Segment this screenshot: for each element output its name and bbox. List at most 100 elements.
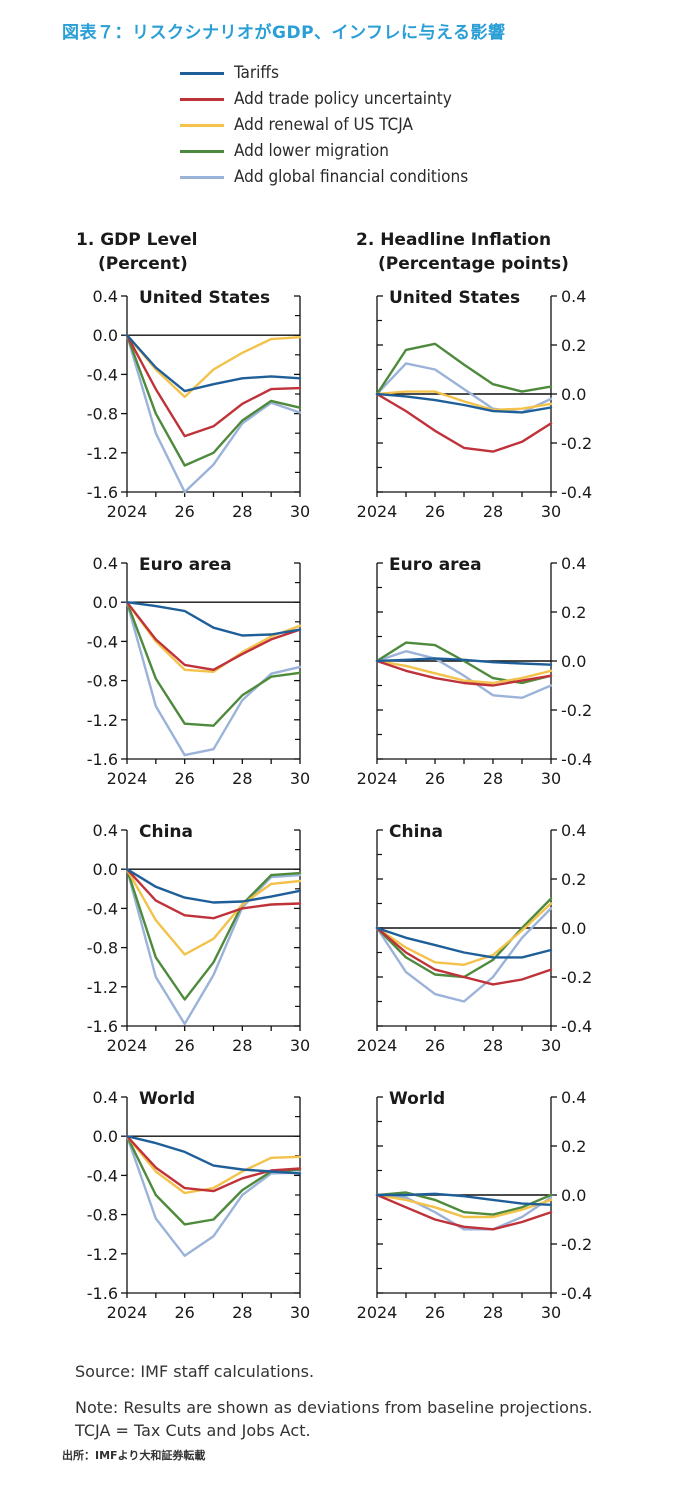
legend-item-migration: Add lower migration [180, 138, 468, 164]
legend-swatch [180, 149, 224, 153]
legend-item-trade-policy: Add trade policy uncertainty [180, 86, 468, 112]
x-tick-label: 2024 [357, 502, 398, 521]
x-tick-label: 28 [483, 1036, 503, 1055]
legend-label: Add renewal of US TCJA [234, 115, 413, 135]
series-line [375, 907, 553, 1003]
legend-swatch [180, 123, 224, 127]
legend-item-tcja: Add renewal of US TCJA [180, 112, 468, 138]
y-tick-label: 0.0 [93, 1127, 118, 1146]
series-line [375, 390, 553, 412]
x-tick-label: 30 [541, 502, 561, 521]
y-tick-label: -0.2 [561, 1235, 592, 1254]
series-line [125, 334, 302, 399]
y-tick-label: 0.0 [561, 385, 586, 404]
x-tick-label: 28 [232, 1303, 252, 1322]
legend-item-financial: Add global financial conditions [180, 164, 468, 190]
y-tick-label: -0.8 [87, 672, 118, 691]
legend-swatch [180, 97, 224, 101]
series-line [125, 601, 302, 671]
y-tick-label: -0.2 [561, 701, 592, 720]
x-tick-label: 26 [425, 769, 445, 788]
x-tick-label: 2024 [107, 769, 148, 788]
column-header-inflation: 2. Headline Inflation (Percentage points… [356, 228, 569, 276]
y-tick-label: 0.2 [561, 603, 586, 622]
column-header-gdp: 1. GDP Level (Percent) [76, 228, 197, 276]
series-line [125, 868, 302, 920]
x-tick-label: 30 [290, 1303, 310, 1322]
column-unit: (Percent) [98, 254, 188, 274]
y-tick-label: 0.4 [93, 287, 118, 306]
y-tick-label: 0.0 [93, 326, 118, 345]
x-tick-label: 2024 [107, 502, 148, 521]
source-note: Source: IMF staff calculations. [75, 1362, 315, 1381]
y-tick-label: -0.2 [561, 434, 592, 453]
y-tick-label: 0.2 [561, 870, 586, 889]
series-line [375, 657, 553, 666]
series-line [375, 926, 553, 986]
x-tick-label: 26 [425, 1036, 445, 1055]
y-tick-label: -1.6 [87, 483, 118, 502]
series-line [375, 392, 553, 453]
series-line [375, 1193, 553, 1231]
y-tick-label: -0.4 [87, 365, 118, 384]
y-tick-label: -0.8 [87, 1206, 118, 1225]
series-line [375, 650, 553, 699]
panel-region-label: China [389, 822, 443, 842]
x-tick-label: 26 [174, 1036, 194, 1055]
legend-swatch [180, 71, 224, 75]
x-tick-label: 28 [232, 1036, 252, 1055]
series-line [125, 1134, 302, 1175]
y-tick-label: 0.2 [561, 1137, 586, 1156]
x-tick-label: 26 [425, 502, 445, 521]
y-tick-label: -0.4 [87, 899, 118, 918]
x-tick-label: 30 [290, 502, 310, 521]
y-tick-label: -1.6 [87, 1017, 118, 1036]
x-tick-label: 30 [290, 1036, 310, 1055]
y-tick-label: 0.4 [561, 1088, 586, 1107]
panel-region-label: United States [139, 288, 270, 308]
y-tick-label: 0.2 [561, 336, 586, 355]
series-line [375, 392, 553, 414]
y-tick-label: 0.0 [561, 1186, 586, 1205]
jp-source-note: 出所：IMFより大和証券転載 [62, 1449, 206, 1462]
x-tick-label: 30 [541, 1036, 561, 1055]
legend-item-tariffs: Tariffs [180, 60, 468, 86]
series-line [375, 342, 553, 396]
y-tick-label: 0.0 [93, 860, 118, 879]
series-line [375, 659, 553, 687]
x-tick-label: 2024 [357, 1036, 398, 1055]
x-tick-label: 26 [174, 1303, 194, 1322]
panel-region-label: World [389, 1089, 445, 1109]
y-tick-label: 0.4 [93, 554, 118, 573]
x-tick-label: 26 [425, 1303, 445, 1322]
y-tick-label: 0.0 [93, 593, 118, 612]
y-tick-label: -0.8 [87, 405, 118, 424]
series-line [125, 601, 302, 757]
legend: Tariffs Add trade policy uncertainty Add… [180, 60, 468, 190]
series-line [125, 334, 302, 494]
y-tick-label: 0.4 [93, 1088, 118, 1107]
series-line [125, 1134, 302, 1193]
y-tick-label: -0.4 [561, 750, 592, 769]
y-tick-label: -0.4 [87, 632, 118, 651]
column-unit: (Percentage points) [378, 254, 569, 274]
panel-region-label: Euro area [139, 555, 232, 575]
figure-title: 図表７：リスクシナリオがGDP、インフレに与える影響 [62, 23, 506, 43]
series-line [375, 1193, 553, 1219]
y-tick-label: 0.4 [93, 821, 118, 840]
series-line [375, 659, 553, 685]
legend-label: Add trade policy uncertainty [234, 89, 452, 109]
x-tick-label: 26 [174, 769, 194, 788]
x-tick-label: 2024 [107, 1036, 148, 1055]
y-tick-label: 0.4 [561, 554, 586, 573]
series-line [375, 1193, 553, 1231]
x-tick-label: 26 [174, 502, 194, 521]
y-tick-label: -1.2 [87, 444, 118, 463]
y-tick-label: 0.0 [561, 652, 586, 671]
y-tick-label: -0.4 [561, 483, 592, 502]
series-line [375, 1192, 553, 1207]
series-line [375, 926, 553, 959]
panel-region-label: United States [389, 288, 520, 308]
series-line [125, 868, 302, 1026]
